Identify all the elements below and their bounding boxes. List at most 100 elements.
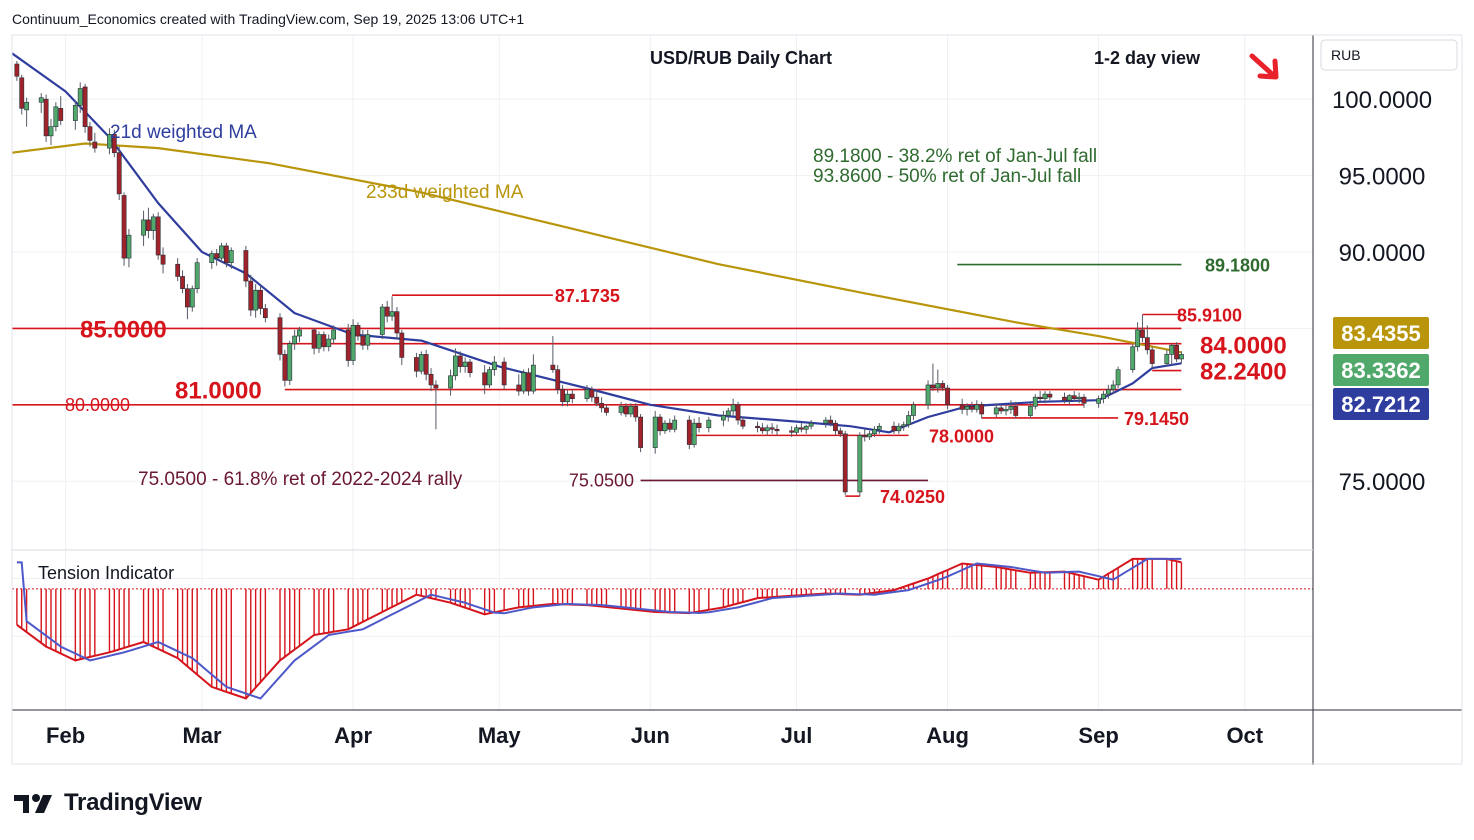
candle-body: [706, 419, 712, 429]
candle-body: [107, 134, 112, 149]
candle-body: [872, 428, 877, 435]
candle-body: [1101, 393, 1106, 400]
candle-body: [974, 404, 980, 410]
candle-body: [565, 393, 570, 403]
price-tag-box: [1333, 354, 1429, 386]
candle-body: [1027, 406, 1033, 416]
candle-body: [521, 372, 527, 392]
candle-body: [433, 384, 439, 389]
candle-body: [1179, 354, 1184, 360]
candle-body: [857, 435, 863, 493]
candle-body: [945, 387, 950, 406]
candle: [194, 258, 200, 294]
candle-body: [1037, 396, 1043, 400]
candle-body: [253, 289, 259, 311]
tradingview-brand[interactable]: TradingView: [14, 788, 202, 818]
x-tick-label: May: [478, 723, 522, 748]
candle-body: [584, 389, 590, 400]
level-label-8918: 89.1800: [1205, 256, 1270, 276]
candle: [219, 242, 224, 263]
candle: [111, 129, 117, 158]
candle: [891, 421, 897, 434]
candle-body: [150, 216, 156, 231]
candle: [862, 429, 868, 442]
candle: [930, 363, 936, 392]
candle-body: [1115, 369, 1121, 386]
candle-body: [355, 325, 361, 337]
candle-body: [979, 404, 985, 415]
level-label-8591: 85.9100: [1177, 306, 1242, 326]
candle-body: [24, 101, 30, 111]
candle-body: [379, 306, 385, 335]
chart-grid: [12, 35, 1313, 710]
candle: [925, 380, 931, 410]
candle-body: [569, 393, 575, 400]
candle: [555, 365, 561, 395]
chart-frame: [11, 34, 1463, 765]
candle-body: [1066, 395, 1072, 401]
candle-body: [769, 427, 775, 430]
candle: [604, 404, 609, 416]
candle-body: [457, 355, 463, 367]
candle: [355, 322, 361, 341]
candle: [121, 192, 127, 266]
candle-body: [901, 424, 907, 427]
candle-body: [876, 425, 882, 430]
candle-body: [228, 250, 234, 264]
candle-body: [394, 311, 400, 334]
candle: [58, 96, 64, 126]
candle: [350, 319, 356, 366]
ma-label-233d: 233d weighted MA: [366, 182, 524, 203]
candle: [316, 331, 322, 353]
price-tag-box: [1333, 388, 1429, 420]
candle-body: [721, 415, 726, 421]
candle: [594, 389, 600, 407]
candle-body: [993, 407, 999, 415]
candle-body: [808, 422, 814, 427]
candle: [209, 250, 215, 269]
candle: [974, 400, 980, 413]
candle: [730, 398, 736, 416]
level-label-81: 81.0000: [175, 378, 262, 405]
candle: [448, 369, 453, 396]
candle-body: [516, 384, 522, 392]
arrow-down-right-icon: [1249, 53, 1279, 80]
candle: [945, 384, 950, 410]
candle: [911, 401, 916, 421]
candle-body: [589, 389, 595, 398]
candle-body: [48, 126, 54, 137]
candle: [53, 102, 59, 132]
candle: [706, 417, 712, 433]
y-tick-label: 90.0000: [1339, 240, 1426, 267]
candle: [72, 100, 78, 130]
candle: [311, 328, 317, 355]
candle-body: [794, 427, 799, 433]
candle: [82, 83, 88, 133]
candle-body: [209, 253, 215, 264]
currency-box[interactable]: RUB: [1320, 39, 1458, 71]
candle-body: [482, 372, 488, 386]
candle-body: [628, 406, 634, 415]
candle: [228, 247, 234, 269]
candle-body: [350, 325, 356, 361]
candle: [462, 357, 468, 373]
candle-body: [82, 86, 88, 127]
candle: [764, 424, 770, 436]
candle: [399, 329, 405, 366]
candle: [828, 415, 834, 427]
candle-body: [774, 428, 780, 432]
candle: [1174, 342, 1179, 363]
candle-body: [959, 404, 965, 410]
candle-body: [116, 152, 122, 195]
candle-body: [1062, 396, 1067, 401]
candle-body: [331, 329, 336, 340]
candle-body: [686, 419, 692, 445]
candle: [638, 413, 643, 453]
candle: [87, 122, 93, 147]
candle: [964, 403, 970, 416]
candle: [1003, 404, 1009, 416]
moving-average-line: [11, 52, 1182, 434]
candle-body: [798, 427, 804, 430]
candle-body: [448, 375, 453, 389]
candle-body: [214, 253, 220, 259]
